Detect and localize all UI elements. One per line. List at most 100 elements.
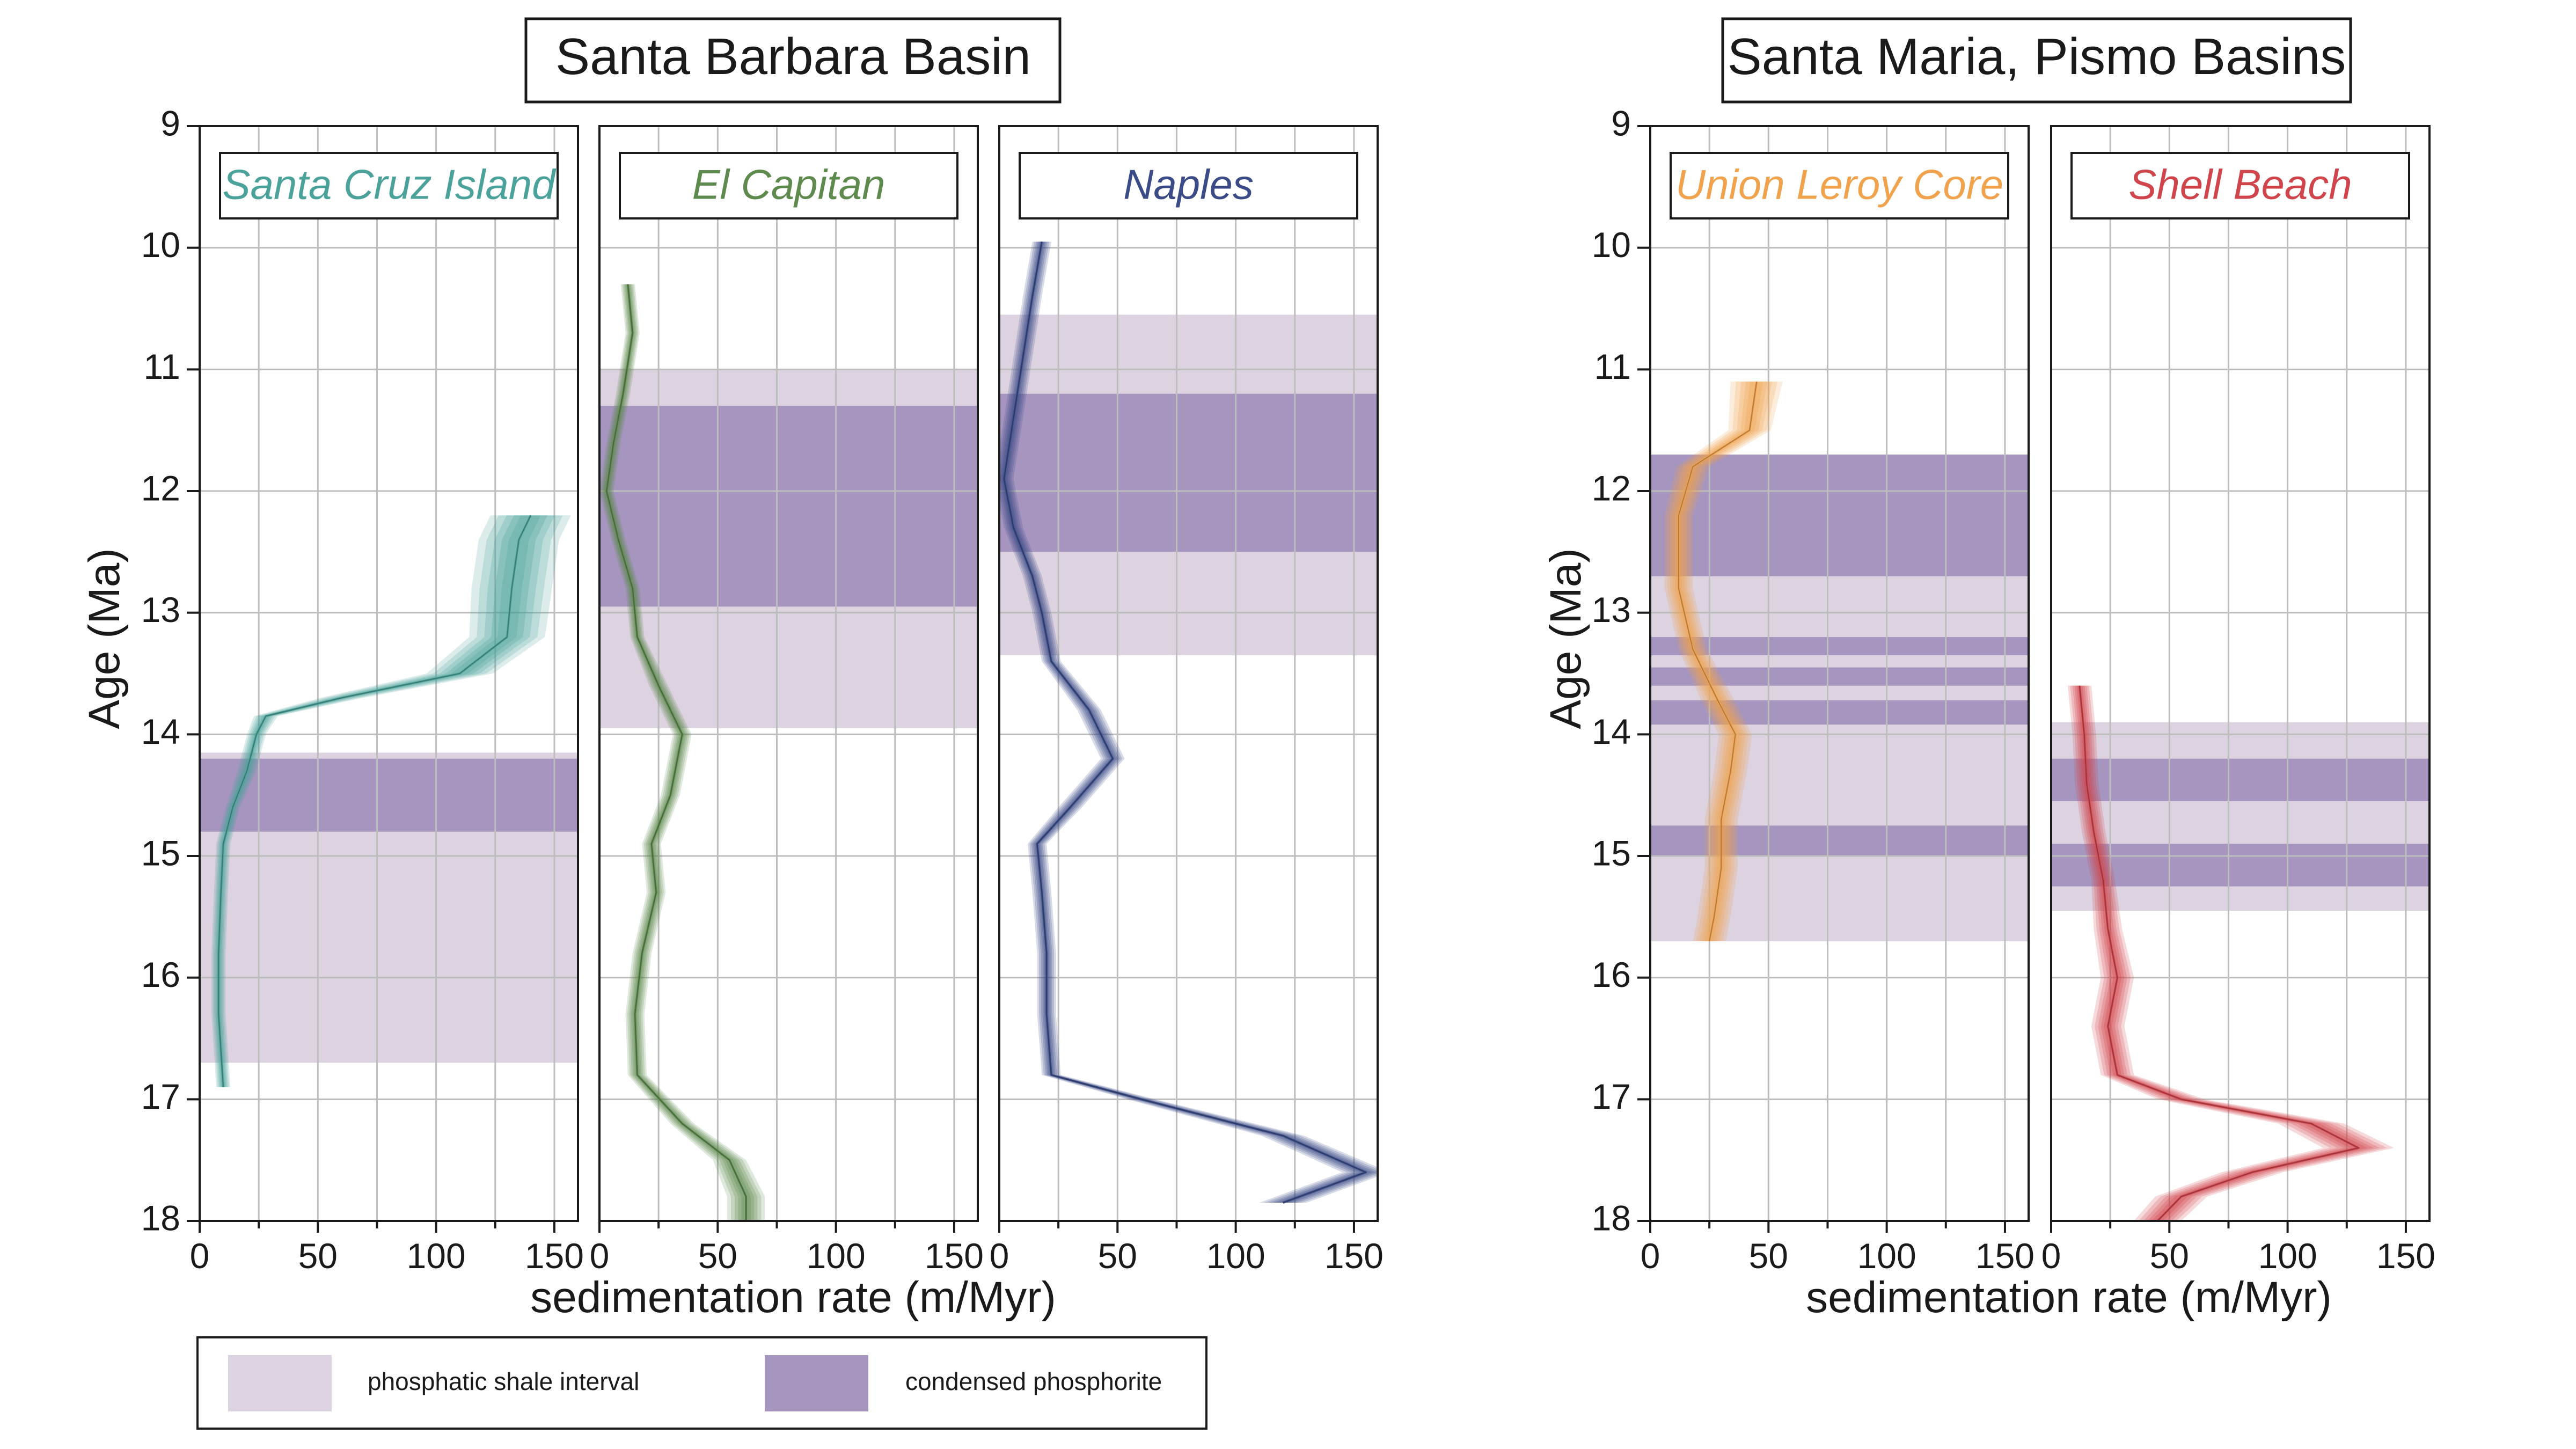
condensed-interval xyxy=(2051,758,2429,801)
legend-frame xyxy=(196,1336,1208,1430)
x-axis-title-right: sedimentation rate (m/Myr) xyxy=(1806,1273,2332,1322)
y-tick-label: 15 xyxy=(141,833,180,873)
panel-label-box xyxy=(619,152,958,219)
panel-el-capitan: 0 50 100 150 El Capitan xyxy=(590,125,984,1276)
legend: phosphatic shale interval condensed phos… xyxy=(196,1336,1208,1430)
x-tick-label: 0 xyxy=(1641,1236,1660,1276)
panel-union-leroy-core: 0 50 100 150 9 10 11 12 13 14 15 16 17 18 Union Leroy … xyxy=(1592,103,2035,1276)
x-tick-label: 100 xyxy=(1206,1236,1265,1276)
y-tick-label: 18 xyxy=(1592,1198,1631,1238)
condensed-interval xyxy=(1650,667,2029,686)
condensed-interval xyxy=(2051,844,2429,887)
x-tick-label: 0 xyxy=(990,1236,1009,1276)
panel-label-box xyxy=(1019,152,1358,219)
series-line-core xyxy=(2079,685,2360,1221)
uncertainty-envelope xyxy=(1667,382,1778,941)
x-tick-label: 150 xyxy=(1324,1236,1384,1276)
condensed-interval xyxy=(599,406,978,607)
x-tick-label: 50 xyxy=(2150,1236,2189,1276)
x-tick-label: 0 xyxy=(190,1236,210,1276)
x-tick-label: 0 xyxy=(2041,1236,2061,1276)
panel-frame xyxy=(199,125,579,1222)
x-tick-label: 100 xyxy=(407,1236,466,1276)
y-tick-label: 13 xyxy=(1592,590,1631,630)
y-tick-label: 15 xyxy=(1592,833,1631,873)
condensed-interval xyxy=(1650,825,2029,856)
y-tick-label: 16 xyxy=(141,955,180,994)
y-axis-title-left: Age (Ma) xyxy=(80,548,129,729)
x-tick-label: 50 xyxy=(698,1236,737,1276)
y-tick-label: 14 xyxy=(141,712,180,751)
series-group xyxy=(999,241,1378,1204)
x-tick-label: 100 xyxy=(1857,1236,1916,1276)
uncertainty-envelope xyxy=(1664,382,1783,941)
series-line xyxy=(1002,241,1367,1204)
x-tick-label: 0 xyxy=(590,1236,610,1276)
series-group xyxy=(599,284,765,1221)
y-tick-label: 9 xyxy=(160,103,180,143)
panel-shell-beach: 0 50 100 150 Shell Beach xyxy=(2041,125,2435,1276)
uncertainty-envelope xyxy=(214,515,555,1087)
series-group xyxy=(2067,685,2394,1221)
condensed-interval xyxy=(1650,700,2029,725)
panel-label: Shell Beach xyxy=(2128,161,2352,208)
title-santa-maria: Santa Maria, Pismo Basins xyxy=(1728,28,2346,85)
panel-frame xyxy=(998,125,1379,1222)
y-tick-label: 11 xyxy=(143,347,180,386)
uncertainty-envelope xyxy=(601,284,762,1221)
condensed-interval xyxy=(1650,455,2029,576)
y-tick-label: 12 xyxy=(1592,468,1631,508)
title-santa-barbara: Santa Barbara Basin xyxy=(555,28,1031,85)
series-group xyxy=(1664,381,1783,942)
y-tick-label: 17 xyxy=(141,1077,180,1116)
x-tick-label: 150 xyxy=(2376,1236,2435,1276)
x-tick-label: 100 xyxy=(807,1236,866,1276)
condensed-interval xyxy=(999,393,1378,552)
x-tick-label: 100 xyxy=(2258,1236,2317,1276)
series-line-core xyxy=(1003,241,1367,1203)
series-line xyxy=(217,515,532,1087)
panel-label: Naples xyxy=(1123,161,1254,208)
y-tick-label: 17 xyxy=(1592,1077,1631,1116)
y-tick-label: 14 xyxy=(1592,712,1631,751)
title-box-santa-maria: Santa Maria, Pismo Basins xyxy=(1721,17,2352,104)
legend-condensed-swatch xyxy=(765,1355,868,1411)
series-line xyxy=(1677,381,1758,942)
y-tick-label: 13 xyxy=(141,590,180,630)
title-box-santa-barbara: Santa Barbara Basin xyxy=(524,17,1062,104)
panel-frame xyxy=(1649,125,2030,1222)
y-tick-label: 9 xyxy=(1611,103,1631,143)
series-line-core xyxy=(218,515,531,1087)
y-tick-label: 16 xyxy=(1592,955,1631,994)
x-tick-label: 150 xyxy=(925,1236,984,1276)
panel-frame xyxy=(598,125,979,1222)
uncertainty-envelope xyxy=(213,515,563,1087)
panel-label: Union Leroy Core xyxy=(1675,161,2003,208)
uncertainty-envelope xyxy=(1675,382,1763,941)
series-line-core xyxy=(606,284,747,1221)
x-tick-label: 150 xyxy=(1975,1236,2035,1276)
y-axis-title-right: Age (Ma) xyxy=(1541,548,1590,729)
panel-label-box xyxy=(219,152,559,219)
legend-condensed-label: condensed phosphorite xyxy=(905,1367,1162,1395)
x-tick-label: 50 xyxy=(298,1236,338,1276)
y-tick-label: 10 xyxy=(141,225,180,265)
panel-label-box xyxy=(1670,152,2009,219)
series-line xyxy=(2078,685,2360,1221)
series-group xyxy=(211,515,571,1087)
x-tick-label: 50 xyxy=(1098,1236,1137,1276)
y-tick-label: 18 xyxy=(141,1198,180,1238)
panel-label: Santa Cruz Island xyxy=(222,161,557,208)
x-tick-label: 150 xyxy=(525,1236,584,1276)
panel-santa-cruz-island: 0 50 100 150 9 10 11 12 13 14 15 16 17 18 Santa Cruz I… xyxy=(141,103,584,1276)
panel-frame xyxy=(2050,125,2431,1222)
y-tick-label: 11 xyxy=(1594,347,1631,386)
uncertainty-envelope xyxy=(602,284,758,1221)
condensed-interval xyxy=(1650,637,2029,655)
panel-label: El Capitan xyxy=(692,161,885,208)
uncertainty-envelope xyxy=(599,284,765,1221)
series-line-core xyxy=(1678,381,1758,941)
panel-label-box xyxy=(2070,152,2410,219)
